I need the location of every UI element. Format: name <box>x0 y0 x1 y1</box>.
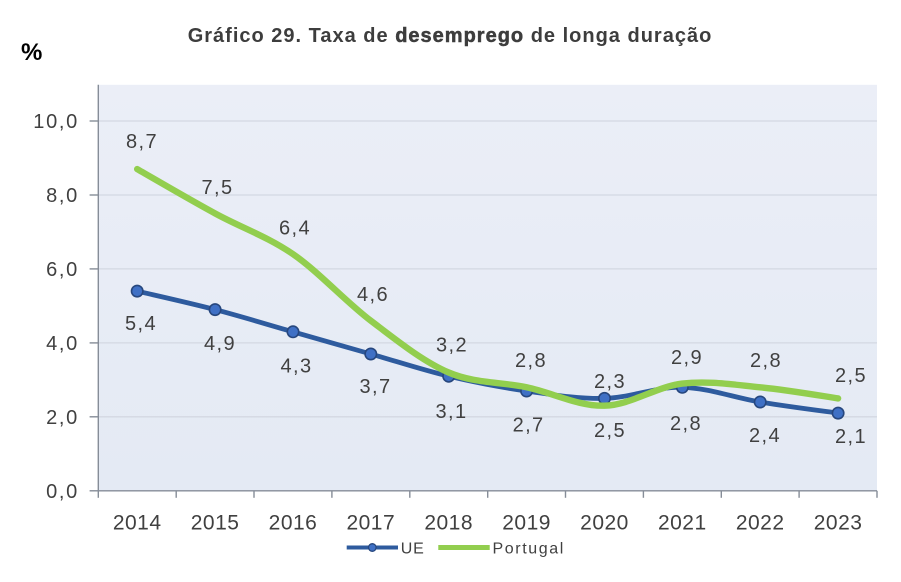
svg-text:2,1: 2,1 <box>835 426 867 448</box>
svg-text:2022: 2022 <box>736 512 785 535</box>
svg-text:6,0: 6,0 <box>46 259 79 281</box>
svg-text:4,6: 4,6 <box>357 284 389 306</box>
svg-text:2,5: 2,5 <box>594 420 626 442</box>
svg-text:2016: 2016 <box>269 512 318 535</box>
svg-text:2,5: 2,5 <box>835 365 867 387</box>
svg-text:3,7: 3,7 <box>359 376 391 398</box>
svg-text:3,2: 3,2 <box>436 335 468 357</box>
svg-text:4,0: 4,0 <box>46 333 79 355</box>
svg-text:3,1: 3,1 <box>435 401 467 423</box>
svg-text:4,3: 4,3 <box>280 356 312 378</box>
svg-text:2015: 2015 <box>191 512 240 535</box>
svg-text:2023: 2023 <box>814 512 863 535</box>
svg-text:2,8: 2,8 <box>750 350 782 372</box>
svg-text:2014: 2014 <box>113 512 162 535</box>
svg-text:8,0: 8,0 <box>46 185 79 207</box>
svg-text:2,8: 2,8 <box>515 350 547 372</box>
svg-text:Portugal: Portugal <box>493 540 565 557</box>
svg-text:2,4: 2,4 <box>749 425 781 447</box>
svg-text:2,7: 2,7 <box>513 415 545 437</box>
svg-text:UE: UE <box>401 540 425 557</box>
svg-text:0,0: 0,0 <box>46 481 79 503</box>
svg-text:2,3: 2,3 <box>594 371 626 393</box>
svg-text:2020: 2020 <box>580 512 629 535</box>
svg-text:2018: 2018 <box>424 512 473 535</box>
svg-text:8,7: 8,7 <box>126 131 158 153</box>
svg-text:4,9: 4,9 <box>204 333 236 355</box>
svg-text:Gráfico 29. Taxa de desemprego: Gráfico 29. Taxa de desemprego de longa … <box>188 25 713 47</box>
svg-text:2,8: 2,8 <box>670 413 702 435</box>
svg-text:6,4: 6,4 <box>279 218 311 240</box>
svg-text:2021: 2021 <box>658 512 707 535</box>
svg-text:2019: 2019 <box>502 512 551 535</box>
svg-text:%: % <box>21 39 42 66</box>
svg-text:2,9: 2,9 <box>671 347 703 369</box>
svg-text:2,0: 2,0 <box>46 407 79 429</box>
svg-text:2017: 2017 <box>346 512 395 535</box>
svg-text:10,0: 10,0 <box>33 111 79 133</box>
svg-text:5,4: 5,4 <box>125 313 157 335</box>
svg-text:7,5: 7,5 <box>201 177 233 199</box>
